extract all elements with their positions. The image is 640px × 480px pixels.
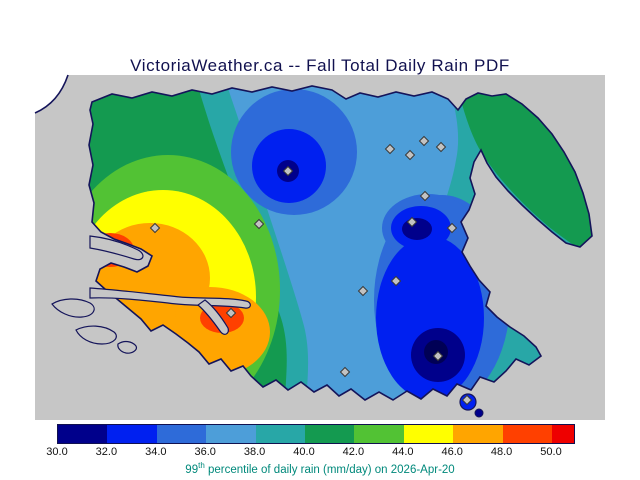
colorbar-segment — [206, 425, 256, 443]
colorbar-tick-label: 42.0 — [342, 446, 365, 458]
station-marker — [390, 275, 402, 287]
colorbar-tick-label: 34.0 — [145, 446, 167, 458]
colorbar-tick-label: 44.0 — [392, 446, 414, 458]
colorbar-tick-label: 36.0 — [194, 446, 216, 458]
colorbar-segment — [107, 425, 157, 443]
harbour-inlet-branch — [197, 299, 229, 335]
colorbar — [57, 424, 575, 444]
colorbar-tick-label: 48.0 — [490, 446, 513, 458]
caption-superscript: th — [198, 461, 205, 470]
colorbar-tick-label: 46.0 — [441, 446, 463, 458]
station-marker — [149, 222, 161, 234]
colorbar-caption: 99th percentile of daily rain (mm/day) o… — [0, 461, 640, 476]
station-markers — [149, 135, 473, 406]
harbour-inlet-north — [89, 235, 144, 261]
station-marker — [461, 394, 473, 406]
neighbor-island-coastline — [34, 74, 69, 114]
offshore-island-3 — [117, 340, 137, 354]
station-marker — [419, 190, 431, 202]
southeast-islet-2 — [474, 408, 484, 418]
offshore-island-1 — [51, 298, 95, 318]
colorbar-segment — [255, 425, 306, 443]
station-marker — [384, 143, 396, 155]
station-marker — [435, 141, 447, 153]
colorbar-segment — [354, 425, 404, 443]
colorbar-tick-label: 30.0 — [46, 446, 68, 458]
colorbar-overflow-segment — [552, 425, 575, 443]
colorbar-tick-label: 38.0 — [243, 446, 266, 458]
colorbar-tick-label: 32.0 — [95, 446, 118, 458]
colorbar-segment — [453, 425, 503, 443]
station-marker — [404, 149, 416, 161]
colorbar-segment — [305, 425, 355, 443]
colorbar-tick-label: 40.0 — [293, 446, 315, 458]
colorbar-segment — [58, 425, 108, 443]
station-marker — [432, 350, 444, 362]
station-marker — [446, 222, 458, 234]
colorbar-ticks: 30.0 32.0 34.0 36.0 38.0 40.0 42.0 44.0 46.0 48.0… — [46, 446, 561, 460]
station-marker — [406, 216, 418, 228]
station-marker — [225, 307, 237, 319]
caption-percentile: 99 — [185, 463, 199, 476]
station-marker — [357, 285, 369, 297]
station-marker — [339, 366, 351, 378]
offshore-island-2 — [75, 325, 117, 345]
contour-low-southeast-core — [424, 340, 448, 364]
colorbar-segment — [502, 425, 553, 443]
caption-text: percentile of daily rain (mm/day) on 202… — [204, 463, 455, 476]
colorbar-tick-label: 50.0 — [540, 446, 562, 458]
page-title: VictoriaWeather.ca -- Fall Total Daily R… — [130, 56, 510, 75]
station-marker — [418, 135, 430, 147]
harbour-inlet-south — [89, 287, 251, 309]
station-marker — [282, 165, 294, 177]
colorbar-segment — [403, 425, 454, 443]
station-marker — [253, 218, 265, 230]
map-corner-cutout — [35, 75, 68, 113]
contour-low-centre — [402, 218, 432, 240]
colorbar-segment — [156, 425, 207, 443]
